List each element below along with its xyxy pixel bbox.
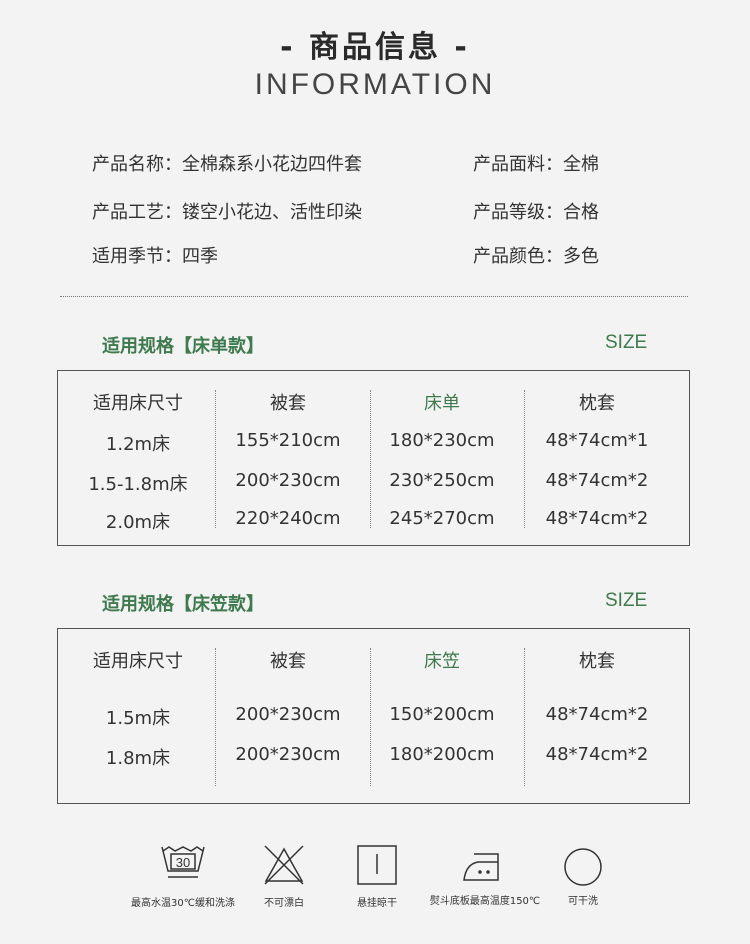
table1-title: 适用规格【床单款】 bbox=[102, 336, 264, 357]
info-name: 产品名称：全棉森系小花边四件套 bbox=[92, 154, 362, 175]
svg-text:30: 30 bbox=[176, 855, 190, 870]
table-cell: 180*200cm bbox=[389, 744, 495, 765]
table-cell: 1.8m床 bbox=[105, 748, 171, 769]
column-header: 床单 bbox=[424, 393, 460, 414]
care-label: 最高水温30℃缓和洗涤 bbox=[131, 898, 235, 909]
info-season: 适用季节：四季 bbox=[92, 246, 218, 267]
column-header: 被套 bbox=[270, 393, 306, 414]
table-cell: 2.0m床 bbox=[105, 512, 171, 533]
care-label: 不可漂白 bbox=[264, 898, 304, 909]
column-divider bbox=[215, 648, 216, 786]
info-color: 产品颜色：多色 bbox=[473, 246, 599, 267]
table-cell: 48*74cm*1 bbox=[545, 430, 649, 451]
table-cell: 180*230cm bbox=[389, 430, 495, 451]
table-cell: 150*200cm bbox=[389, 704, 495, 725]
table2 bbox=[57, 628, 690, 804]
table-cell: 48*74cm*2 bbox=[545, 704, 649, 725]
column-header: 被套 bbox=[270, 651, 306, 672]
column-divider bbox=[524, 390, 525, 528]
column-divider bbox=[524, 648, 525, 786]
table-cell: 200*230cm bbox=[235, 744, 341, 765]
table-cell: 48*74cm*2 bbox=[545, 744, 649, 765]
table-cell: 230*250cm bbox=[389, 470, 495, 491]
table1 bbox=[57, 370, 690, 546]
iron-150-icon bbox=[463, 853, 499, 881]
column-header: 枕套 bbox=[579, 393, 615, 414]
table-cell: 1.5m床 bbox=[105, 708, 171, 729]
care-label: 熨斗底板最高温度150℃ bbox=[429, 896, 541, 907]
table-cell: 200*230cm bbox=[235, 704, 341, 725]
info-fabric: 产品面料：全棉 bbox=[473, 154, 599, 175]
table-cell: 245*270cm bbox=[389, 508, 495, 529]
column-divider bbox=[215, 390, 216, 528]
table2-title: 适用规格【床笠款】 bbox=[102, 594, 264, 615]
table-cell: 220*240cm bbox=[235, 508, 341, 529]
column-header: 适用床尺寸 bbox=[93, 393, 183, 414]
wash-30-icon: 30 bbox=[161, 846, 205, 878]
info-craft: 产品工艺：镂空小花边、活性印染 bbox=[92, 202, 362, 223]
table-cell: 200*230cm bbox=[235, 470, 341, 491]
column-header: 床笠 bbox=[424, 651, 460, 672]
care-label: 可干洗 bbox=[568, 896, 598, 907]
table-cell: 1.5-1.8m床 bbox=[88, 474, 188, 495]
care-label: 悬挂晾干 bbox=[357, 898, 397, 909]
table-cell: 1.2m床 bbox=[105, 434, 171, 455]
column-divider bbox=[370, 648, 371, 786]
hang-dry-icon bbox=[357, 845, 397, 885]
no-bleach-icon bbox=[264, 845, 304, 885]
divider bbox=[60, 296, 688, 297]
table1-size-label: SIZE bbox=[605, 332, 648, 353]
info-grade: 产品等级：合格 bbox=[473, 202, 599, 223]
dry-clean-icon bbox=[564, 848, 602, 886]
page-subtitle: INFORMATION bbox=[254, 68, 496, 101]
table-cell: 48*74cm*2 bbox=[545, 508, 649, 529]
column-divider bbox=[370, 390, 371, 528]
page-title: - 商品信息 - bbox=[280, 30, 470, 65]
table2-size-label: SIZE bbox=[605, 590, 648, 611]
column-header: 枕套 bbox=[579, 651, 615, 672]
table-cell: 48*74cm*2 bbox=[545, 470, 649, 491]
table-cell: 155*210cm bbox=[235, 430, 341, 451]
column-header: 适用床尺寸 bbox=[93, 651, 183, 672]
